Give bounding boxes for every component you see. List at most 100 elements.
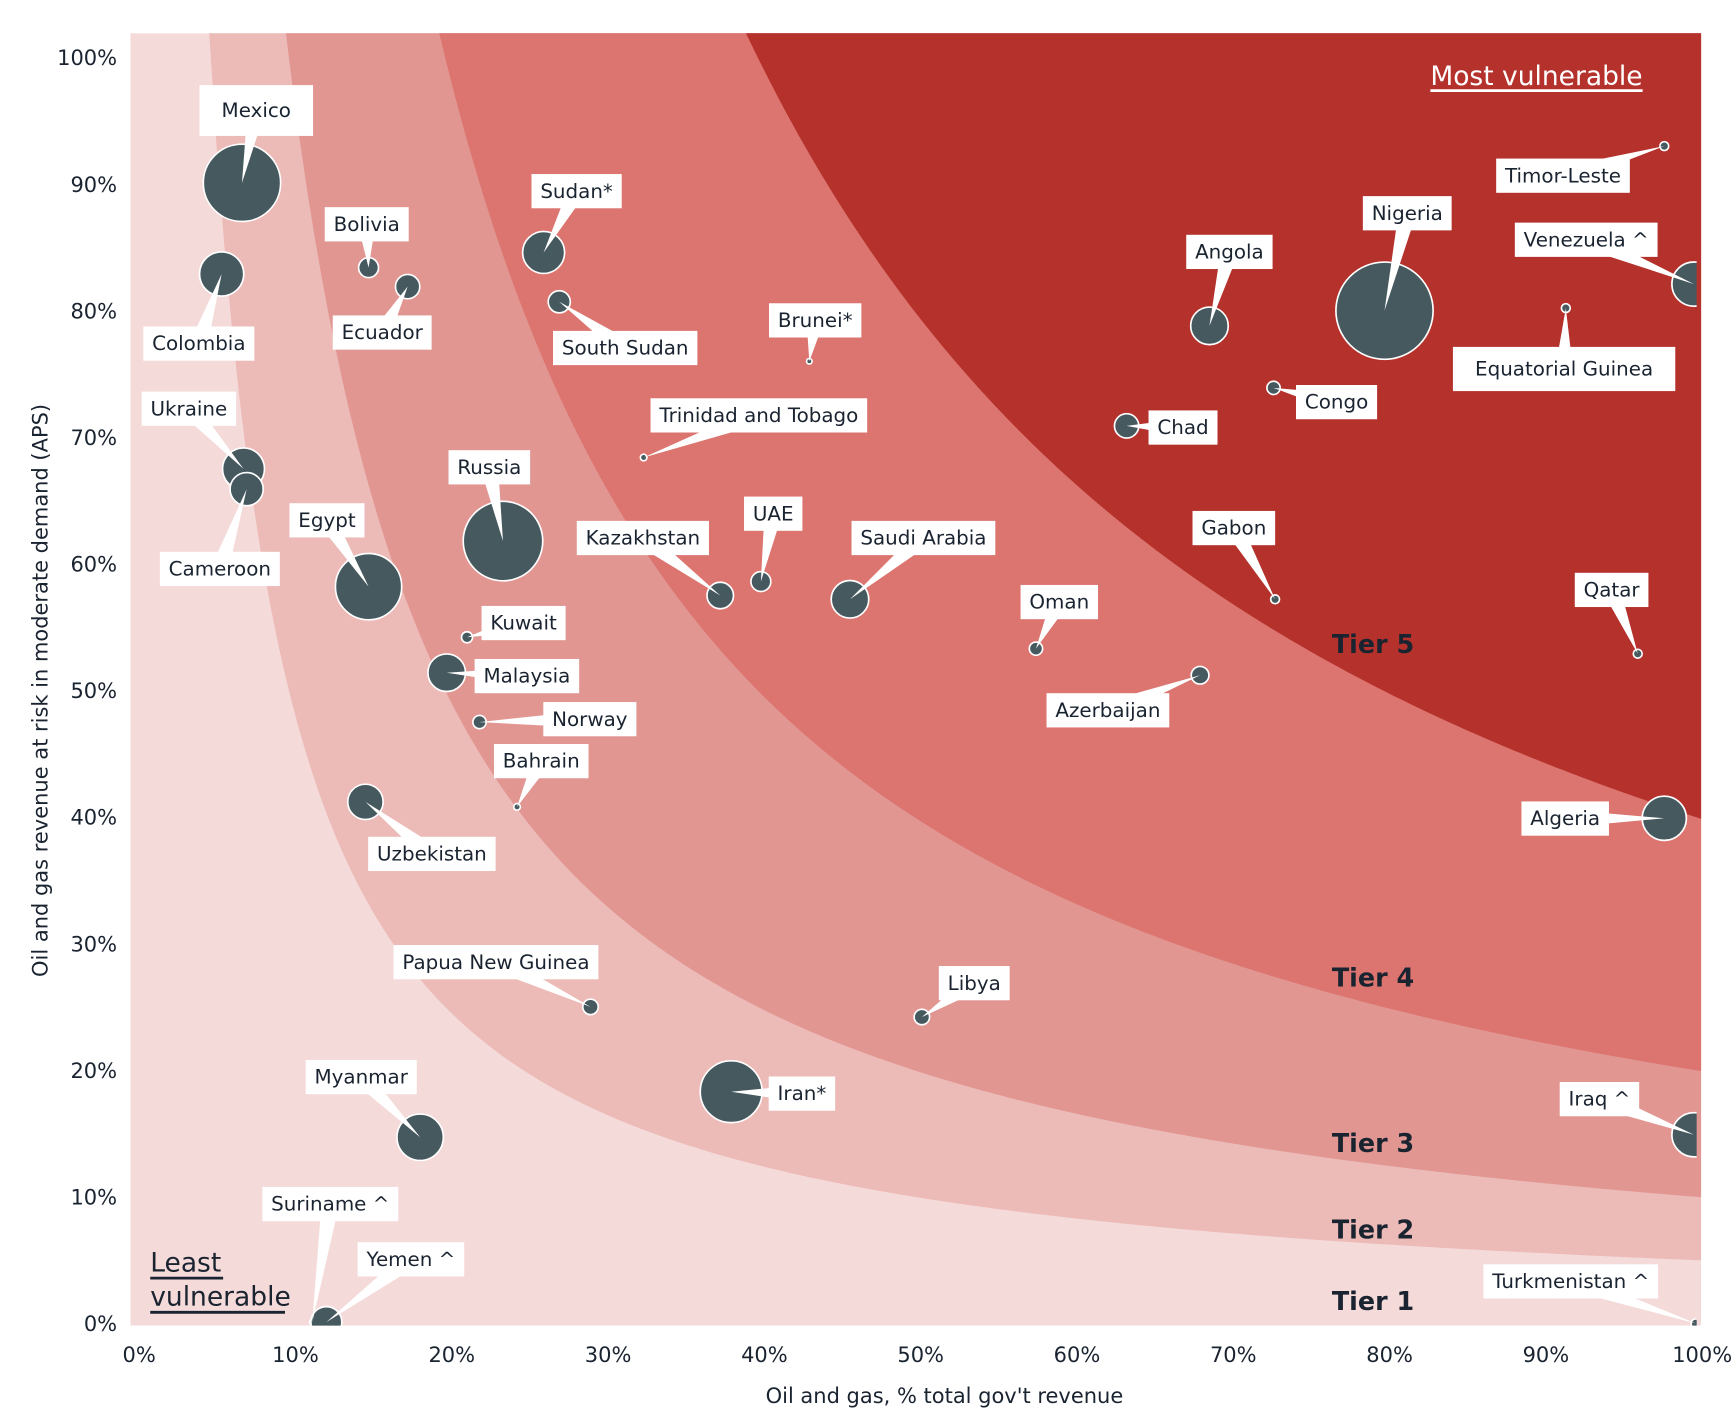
x-axis-title: Oil and gas, % total gov't revenue <box>766 1384 1124 1408</box>
bubble-label: Kazakhstan <box>576 520 709 556</box>
bubble-label: Bolivia <box>324 207 409 242</box>
label-text: Equatorial Guinea <box>1475 358 1653 381</box>
bubble[interactable] <box>1632 648 1643 659</box>
most-vulnerable-annotation: Most vulnerable <box>1430 61 1643 92</box>
bubble[interactable] <box>202 143 282 223</box>
bubble[interactable] <box>198 251 245 297</box>
tier-2-label: Tier 2 <box>1332 1214 1414 1244</box>
bubble[interactable] <box>547 289 572 314</box>
x-axis-ticks: 0% 10% 20% 30% 40% 50% 60% 70% 80% 90% 100% <box>123 1343 1732 1367</box>
y-tick-label: 60% <box>70 553 117 577</box>
bubble[interactable] <box>1266 380 1281 396</box>
bubble-label: Yemen ^ <box>357 1242 465 1277</box>
bubble-label: Oman <box>1020 584 1099 620</box>
label-text: Gabon <box>1201 517 1266 540</box>
bubble[interactable] <box>1671 261 1716 308</box>
y-tick-label: 70% <box>70 426 117 450</box>
bubble-label: Gabon <box>1192 510 1276 546</box>
bubble[interactable] <box>229 471 265 507</box>
label-text: Mexico <box>222 99 291 122</box>
y-tick-label: 20% <box>70 1059 117 1083</box>
label-box <box>1559 1082 1640 1117</box>
label-box <box>141 391 237 426</box>
label-text: Colombia <box>152 332 245 355</box>
label-text: Nigeria <box>1372 202 1443 225</box>
tier-4-label: Tier 4 <box>1332 962 1414 992</box>
x-tick-label: 70% <box>1210 1343 1257 1367</box>
bubble-label: Norway <box>543 702 637 737</box>
label-text: Iran* <box>778 1082 827 1105</box>
label-text: Timor-Leste <box>1504 164 1621 187</box>
label-box <box>448 450 531 485</box>
label-box <box>1496 158 1630 193</box>
bubble[interactable] <box>310 1305 343 1338</box>
bubble-label: Iran* <box>768 1076 836 1111</box>
y-tick-label: 10% <box>70 1186 117 1210</box>
label-box <box>262 1186 399 1222</box>
bubble-label: Uzbekistan <box>368 836 496 872</box>
bubble[interactable] <box>462 500 544 582</box>
bubble-label: Iraq ^ <box>1559 1082 1640 1117</box>
bubble-label: Brunei* <box>769 303 862 338</box>
label-text: Malaysia <box>483 665 570 688</box>
bubble-label: Qatar <box>1574 572 1649 608</box>
bubble[interactable] <box>581 998 600 1016</box>
y-tick-label: 0% <box>84 1312 117 1336</box>
bubble-label: Mexico <box>199 85 314 136</box>
label-text: Kazakhstan <box>586 527 701 550</box>
least-vulnerable-label-2: vulnerable <box>150 1282 291 1313</box>
label-box <box>576 520 709 556</box>
label-text: Yemen ^ <box>365 1248 455 1271</box>
bubble[interactable] <box>1269 594 1281 605</box>
x-tick-label: 100% <box>1672 1343 1732 1367</box>
label-text: Turkmenistan ^ <box>1491 1270 1649 1293</box>
x-tick-label: 0% <box>123 1343 156 1367</box>
label-text: Angola <box>1195 241 1264 264</box>
y-axis-ticks: 0% 10% 20% 30% 40% 50% 60% 70% 80% 90% 100% <box>57 46 117 1336</box>
y-tick-label: 40% <box>70 806 117 830</box>
bubble[interactable] <box>1028 641 1044 657</box>
least-vulnerable-annotation: Least vulnerable <box>150 1247 291 1314</box>
bubble[interactable] <box>1690 1318 1700 1328</box>
bubble-label: Congo <box>1296 385 1378 420</box>
bubble[interactable] <box>1190 665 1210 685</box>
bubble-label: Suriname ^ <box>262 1186 399 1222</box>
label-box <box>1046 693 1170 728</box>
label-text: Azerbaijan <box>1055 699 1160 722</box>
label-box <box>1186 234 1273 270</box>
x-tick-label: 20% <box>428 1343 475 1367</box>
label-box <box>1483 1264 1659 1299</box>
label-box <box>769 303 862 338</box>
label-box <box>357 1242 465 1277</box>
bubble[interactable] <box>913 1008 931 1026</box>
label-text: Trinidad and Tobago <box>658 404 858 427</box>
bubble-label: Papua New Guinea <box>393 945 599 980</box>
y-tick-label: 50% <box>70 679 117 703</box>
callout-pointer <box>211 489 247 572</box>
bubble-label: Egypt <box>289 503 365 538</box>
label-box <box>1020 584 1099 620</box>
label-text: Uzbekistan <box>377 843 487 866</box>
bubble[interactable] <box>1335 261 1434 361</box>
callout-pointer <box>312 1202 340 1323</box>
label-box <box>199 85 314 136</box>
label-text: Oman <box>1029 591 1089 614</box>
label-box <box>393 945 599 980</box>
label-text: Kuwait <box>490 612 557 635</box>
bubble-label: Ecuador <box>332 315 432 350</box>
callout-pointer <box>480 465 503 542</box>
x-tick-label: 60% <box>1054 1343 1101 1367</box>
label-box <box>851 520 996 556</box>
bubble[interactable] <box>750 570 772 593</box>
label-box <box>1574 572 1649 608</box>
bubble-label: UAE <box>744 496 803 531</box>
label-text: Papua New Guinea <box>402 951 589 974</box>
label-text: Egypt <box>298 509 356 532</box>
bubble[interactable] <box>1671 1111 1716 1158</box>
bubble-label: Timor-Leste <box>1496 158 1630 193</box>
tier-1-label: Tier 1 <box>1332 1286 1414 1316</box>
bubble-label: Bahrain <box>493 744 589 779</box>
tier-3-label: Tier 3 <box>1332 1128 1414 1158</box>
label-text: Algeria <box>1530 807 1600 830</box>
